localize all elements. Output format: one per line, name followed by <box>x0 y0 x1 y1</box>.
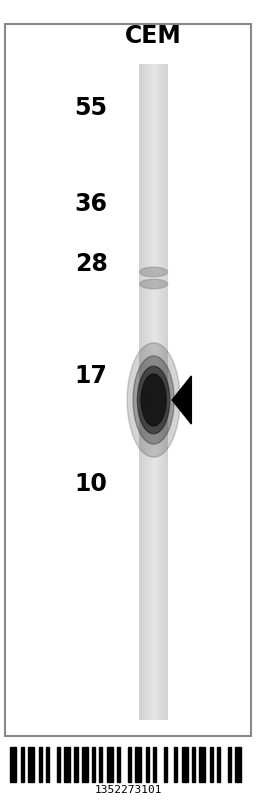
Bar <box>192 747 195 782</box>
Bar <box>28 747 34 782</box>
Bar <box>152 64 154 720</box>
Bar <box>164 64 165 720</box>
Bar <box>149 64 151 720</box>
Bar <box>39 747 42 782</box>
Bar <box>146 747 149 782</box>
Bar <box>165 64 167 720</box>
Ellipse shape <box>140 267 168 277</box>
Bar <box>162 64 164 720</box>
Text: CEM: CEM <box>125 24 182 48</box>
Bar <box>92 747 95 782</box>
Text: 36: 36 <box>74 192 108 216</box>
Bar <box>210 747 213 782</box>
Bar <box>99 747 102 782</box>
Bar <box>145 64 146 720</box>
Bar <box>82 747 88 782</box>
Bar <box>182 747 188 782</box>
Bar <box>64 747 70 782</box>
Ellipse shape <box>140 279 168 289</box>
Ellipse shape <box>141 374 166 426</box>
Bar <box>117 747 120 782</box>
Bar <box>10 747 16 782</box>
Bar <box>135 747 141 782</box>
Bar <box>174 747 177 782</box>
Bar <box>217 747 220 782</box>
Bar <box>46 747 49 782</box>
Bar <box>155 64 157 720</box>
Bar <box>106 747 113 782</box>
Ellipse shape <box>127 342 180 457</box>
Bar <box>148 64 149 720</box>
Ellipse shape <box>133 356 174 444</box>
Bar <box>146 64 148 720</box>
Text: 28: 28 <box>75 252 108 276</box>
Bar <box>154 64 155 720</box>
Bar <box>161 64 162 720</box>
Bar <box>151 64 152 720</box>
Bar <box>5 24 251 736</box>
Bar <box>153 747 156 782</box>
Bar <box>235 747 241 782</box>
Bar <box>74 747 78 782</box>
Bar <box>139 64 140 720</box>
Bar <box>143 64 145 720</box>
Bar <box>140 64 142 720</box>
Polygon shape <box>172 376 191 424</box>
Bar <box>142 64 143 720</box>
Text: 17: 17 <box>75 364 108 388</box>
Bar <box>57 747 60 782</box>
Bar <box>21 747 24 782</box>
Bar <box>128 747 131 782</box>
Bar <box>156 64 158 720</box>
Bar <box>167 64 168 720</box>
Bar <box>228 747 231 782</box>
Bar <box>159 64 161 720</box>
Text: 10: 10 <box>75 472 108 496</box>
Text: 55: 55 <box>74 96 108 120</box>
Ellipse shape <box>137 366 170 434</box>
Bar <box>158 64 159 720</box>
Text: 1352273101: 1352273101 <box>94 786 162 795</box>
Bar <box>164 747 167 782</box>
Bar <box>199 747 205 782</box>
